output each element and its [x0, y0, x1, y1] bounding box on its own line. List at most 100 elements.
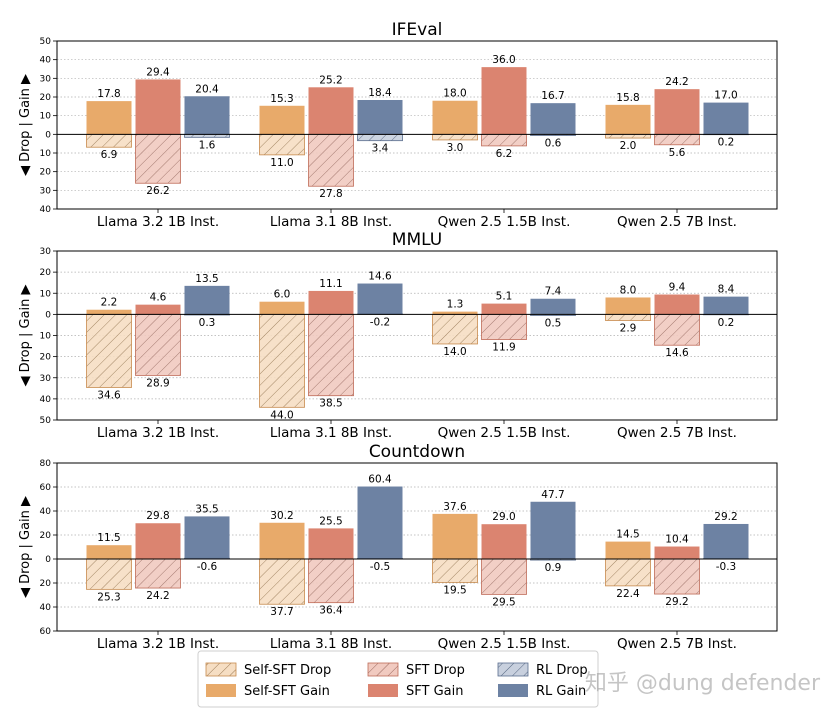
sft-drop-label: 27.8 — [319, 188, 342, 200]
x-tick-label: Llama 3.1 8B Inst. — [270, 214, 392, 230]
y-tick-label: 20 — [40, 168, 52, 178]
self-sft-drop-bar — [605, 313, 651, 321]
x-tick-label: Llama 3.1 8B Inst. — [270, 425, 392, 441]
sft-gain-label: 29.0 — [492, 511, 515, 523]
self-sft-drop-bar — [86, 313, 132, 388]
panel-ifeval: IFEval 50 40 30 20 10 0 10 20 30 40 ◀ Drop | Gain ▶… — [18, 20, 778, 230]
x-tick-label: Llama 3.2 1B Inst. — [97, 425, 219, 441]
rl-drop-bar — [357, 133, 403, 142]
y-tick-label: 40 — [40, 56, 52, 66]
rl-gain-bar — [530, 103, 576, 135]
sft-gain-bar — [481, 303, 527, 315]
rl-gain-label: 17.0 — [714, 90, 737, 102]
sft-drop-bar — [308, 558, 354, 604]
sft-gain-label: 4.6 — [150, 292, 167, 304]
rl-gain-label: 35.5 — [195, 503, 218, 515]
sft-drop-label: 28.9 — [146, 377, 169, 389]
rl-gain-bar — [357, 99, 403, 135]
sft-drop-bar — [654, 313, 700, 346]
rl-drop-label: 0.2 — [718, 317, 735, 329]
sft-drop-bar — [135, 558, 181, 589]
sft-gain-bar — [654, 294, 700, 315]
y-tick-label: 0 — [45, 130, 51, 140]
y-tick-label: 0 — [45, 555, 51, 565]
y-tick-label: 50 — [40, 416, 52, 426]
rl-gain-label: 47.7 — [541, 489, 564, 501]
self-sft-drop-label: 14.0 — [443, 346, 466, 358]
y-tick-label: 0 — [45, 310, 51, 320]
self-sft-drop-label: 37.7 — [270, 606, 293, 618]
self-sft-drop-bar — [605, 133, 651, 139]
rl-gain-label: 7.4 — [545, 286, 562, 298]
sft-drop-bar — [481, 133, 527, 147]
self-sft-gain-bar — [86, 309, 132, 315]
y-axis-label: ◀ Drop | Gain ▶ — [18, 496, 33, 598]
rl-gain-bar — [530, 298, 576, 315]
sft-gain-label: 9.4 — [669, 282, 686, 294]
sft-drop-bar — [308, 133, 354, 187]
sft-drop-label: 36.4 — [319, 605, 343, 617]
panel-title: MMLU — [392, 230, 442, 250]
sft-gain-label: 10.4 — [665, 534, 689, 546]
self-sft-gain-label: 17.8 — [97, 88, 120, 100]
y-tick-label: 10 — [40, 149, 52, 159]
self-sft-drop-label: 3.0 — [447, 142, 464, 154]
self-sft-gain-label: 18.0 — [443, 88, 466, 100]
rl-drop-label: 0.5 — [545, 317, 562, 329]
x-tick-label: Qwen 2.5 1.5B Inst. — [438, 425, 571, 441]
x-tick-label: Qwen 2.5 7B Inst. — [617, 214, 737, 230]
y-tick-label: 40 — [40, 603, 52, 613]
sft-drop-bar — [481, 313, 527, 340]
rl-gain-bar — [357, 486, 403, 559]
y-tick-label: 30 — [40, 74, 52, 84]
rl-gain-label: 18.4 — [368, 87, 392, 99]
legend-label-sft-gain: SFT Gain — [406, 684, 463, 699]
y-tick-label: 60 — [40, 483, 52, 493]
sft-gain-bar — [308, 87, 354, 135]
legend-swatch-sft-gain — [368, 684, 398, 697]
self-sft-gain-label: 15.3 — [270, 93, 293, 105]
rl-gain-bar — [530, 501, 576, 559]
legend-swatch-self-sft-gain — [206, 684, 236, 697]
x-tick-label: Qwen 2.5 1.5B Inst. — [438, 636, 571, 652]
y-axis-label: ◀ Drop | Gain ▶ — [18, 74, 33, 176]
legend-swatch-sft-drop — [367, 662, 399, 677]
self-sft-drop-bar — [86, 133, 132, 148]
self-sft-gain-label: 2.2 — [101, 297, 118, 309]
self-sft-gain-label: 14.5 — [616, 529, 639, 541]
legend-label-sft-drop: SFT Drop — [406, 663, 465, 678]
panel-countdown: Countdown 80 60 40 20 0 20 40 60 ◀ Drop | Gain ▶ 1… — [18, 442, 778, 652]
self-sft-drop-bar — [432, 133, 478, 141]
self-sft-drop-bar — [432, 313, 478, 345]
self-sft-drop-label: 2.9 — [620, 323, 637, 335]
rl-gain-bar — [184, 96, 230, 135]
sft-drop-label: 5.6 — [669, 147, 686, 159]
self-sft-drop-label: 25.3 — [97, 591, 120, 603]
sft-drop-bar — [308, 313, 354, 397]
self-sft-gain-label: 6.0 — [274, 289, 291, 301]
y-tick-label: 20 — [40, 579, 52, 589]
rl-drop-label: 0.9 — [545, 562, 562, 574]
sft-gain-label: 25.5 — [319, 515, 342, 527]
self-sft-drop-bar — [86, 558, 132, 590]
y-tick-label: 10 — [40, 112, 52, 122]
rl-gain-label: 60.4 — [368, 474, 392, 486]
self-sft-gain-bar — [605, 104, 651, 135]
legend-swatch-self-sft-drop — [205, 662, 237, 677]
sft-gain-bar — [135, 523, 181, 559]
rl-drop-label: 0.3 — [199, 317, 216, 329]
sft-gain-bar — [135, 304, 181, 315]
self-sft-gain-bar — [432, 513, 478, 559]
legend-label-self-sft-drop: Self-SFT Drop — [244, 663, 331, 678]
self-sft-drop-label: 34.6 — [97, 389, 121, 401]
sft-gain-bar — [481, 67, 527, 135]
sft-drop-label: 29.2 — [665, 596, 688, 608]
y-tick-label: 30 — [40, 186, 52, 196]
rl-drop-label: 0.6 — [545, 137, 562, 149]
rl-gain-label: 16.7 — [541, 90, 564, 102]
legend-label-self-sft-gain: Self-SFT Gain — [244, 684, 330, 699]
sft-gain-bar — [654, 546, 700, 559]
sft-gain-label: 29.8 — [146, 510, 169, 522]
rl-gain-bar — [703, 102, 749, 135]
sft-drop-label: 26.2 — [146, 185, 169, 197]
